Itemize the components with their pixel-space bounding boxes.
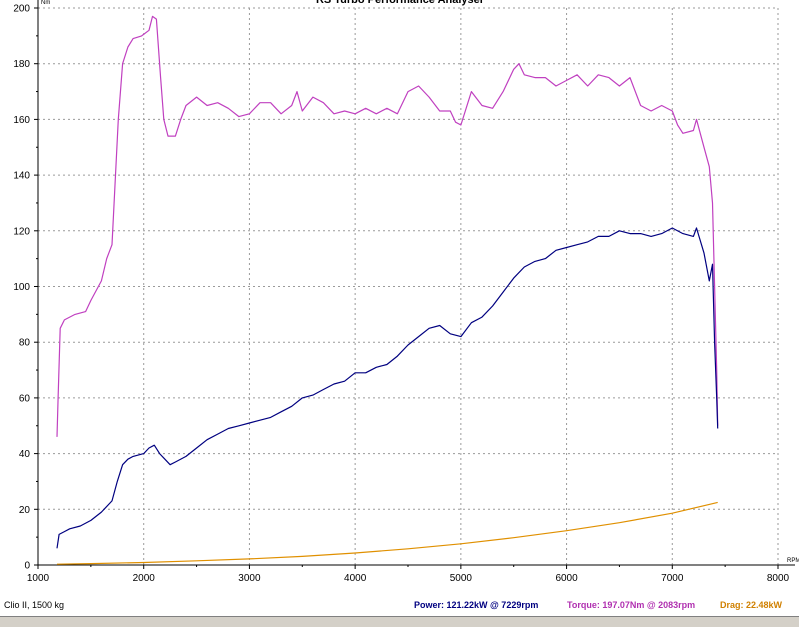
series-line-torque (56, 15, 719, 437)
y-axis-unit: Nm (41, 0, 50, 6)
x-tick-label: 5000 (450, 573, 473, 584)
chart-title: RS Turbo Performance Analyser (316, 0, 485, 6)
x-tick-label: 4000 (344, 573, 367, 584)
x-tick-label: 7000 (661, 573, 684, 584)
y-tick-label: 100 (13, 282, 30, 293)
y-tick-label: 140 (13, 171, 30, 182)
y-tick-label: 160 (13, 115, 30, 126)
x-tick-label: 1000 (27, 573, 50, 584)
y-tick-label: 80 (19, 338, 31, 349)
vehicle-info: Clio II, 1500 kg (4, 600, 65, 610)
y-tick-label: 0 (24, 561, 30, 572)
x-tick-label: 6000 (555, 573, 578, 584)
series-line-drag (56, 501, 718, 565)
legend-power: Power: 121.22kW @ 7229rpm (414, 600, 539, 610)
y-tick-label: 200 (13, 4, 30, 15)
x-axis-unit: RPM (787, 558, 799, 564)
y-tick-label: 60 (19, 393, 31, 404)
y-tick-label: 40 (19, 449, 31, 460)
x-tick-label: 3000 (238, 573, 261, 584)
window-bottom-edge (0, 616, 799, 627)
chart-footer: Clio II, 1500 kg Power: 121.22kW @ 7229r… (0, 594, 799, 616)
dyno-chart: RS Turbo Performance Analyser 0 20 40 60 80 10… (13, 0, 799, 584)
legend-drag: Drag: 22.48kW (720, 600, 783, 610)
y-tick-label: 120 (13, 226, 30, 237)
y-tick-label: 180 (13, 59, 30, 70)
x-tick-label: 2000 (133, 573, 156, 584)
series-line-power (56, 227, 719, 549)
legend-torque: Torque: 197.07Nm @ 2083rpm (567, 600, 696, 610)
y-tick-label: 20 (19, 505, 31, 516)
x-tick-label: 8000 (767, 573, 790, 584)
